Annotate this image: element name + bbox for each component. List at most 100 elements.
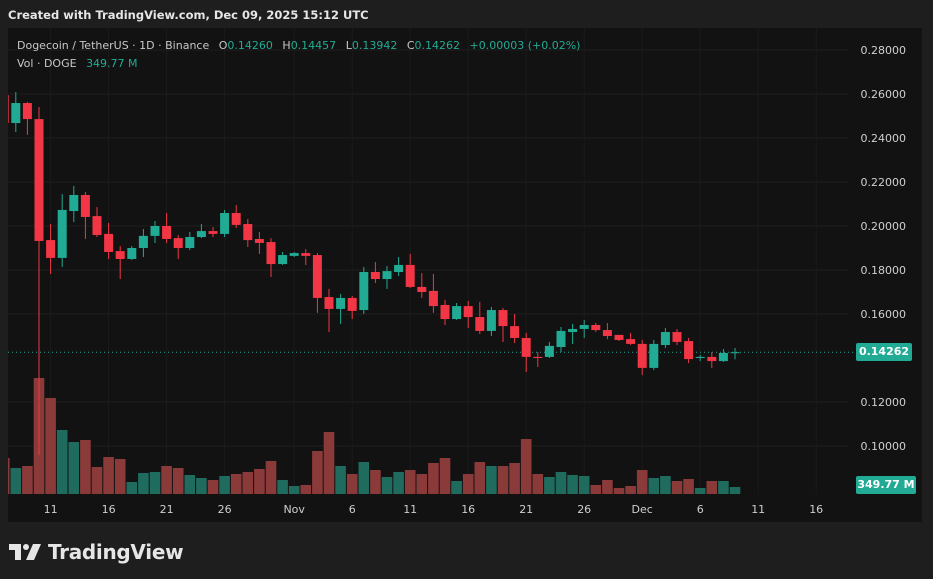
- candle-body: [150, 226, 160, 236]
- candle-body: [382, 271, 392, 280]
- candle-body: [591, 325, 601, 331]
- volume-bar: [555, 472, 567, 494]
- volume-bar: [138, 473, 149, 494]
- volume-bar: [625, 486, 636, 494]
- candle-body: [452, 306, 462, 320]
- volume-bar: [486, 466, 497, 494]
- legend-ohlc-row: Dogecoin / TetherUS · 1D · Binance O0.14…: [17, 37, 580, 55]
- candle-body: [208, 231, 218, 234]
- candle-body: [626, 339, 636, 344]
- high-value: 0.14457: [290, 39, 337, 52]
- candle-body: [684, 341, 694, 360]
- candle-body: [718, 352, 728, 362]
- candle-body: [579, 325, 589, 329]
- volume-bar: [718, 481, 729, 494]
- candle-body: [614, 334, 624, 340]
- volume-bar: [520, 439, 532, 494]
- grid: [8, 28, 856, 494]
- volume-bar: [196, 478, 207, 494]
- price-tick-label: 0.22000: [861, 176, 907, 189]
- volume-bar: [602, 480, 613, 494]
- volume-bar: [277, 480, 288, 494]
- volume-bar: [590, 485, 602, 494]
- candle-body: [254, 238, 264, 243]
- volume-bar: [22, 466, 33, 494]
- volume-bar: [219, 476, 230, 494]
- volume-bar: [532, 474, 544, 494]
- volume-bars: [8, 378, 741, 494]
- candle-body: [370, 271, 380, 280]
- candle-body: [196, 231, 206, 237]
- volume-bar: [80, 440, 91, 494]
- volume-bar: [346, 474, 358, 494]
- candle-body: [405, 264, 415, 287]
- time-tick-label: 21: [160, 503, 174, 516]
- volume-bar: [416, 474, 428, 494]
- chart-panel[interactable]: [8, 28, 922, 522]
- volume-bar: [439, 458, 451, 494]
- low-label: L: [345, 39, 352, 52]
- volume-label[interactable]: Vol · DOGE: [17, 57, 77, 70]
- price-tick-label: 0.18000: [861, 264, 907, 277]
- low-value: 0.13942: [351, 39, 398, 52]
- candle-body: [324, 297, 334, 309]
- volume-bar: [184, 475, 196, 494]
- volume-bar: [300, 485, 312, 494]
- volume-bar: [172, 468, 184, 494]
- volume-bar: [10, 468, 22, 494]
- candle-body: [695, 356, 705, 358]
- candle-body: [289, 253, 299, 256]
- time-tick-label: 21: [519, 503, 533, 516]
- candle-body: [173, 238, 183, 248]
- open-value: 0.14260: [227, 39, 273, 52]
- volume-bar: [706, 481, 718, 494]
- volume-bar: [729, 487, 741, 494]
- volume-bar: [544, 477, 555, 494]
- candle-body: [185, 237, 195, 248]
- time-tick-label: Nov: [283, 503, 305, 516]
- candle-body: [394, 264, 404, 272]
- candle-body: [22, 103, 32, 120]
- volume-bar: [451, 481, 462, 494]
- symbol-title[interactable]: Dogecoin / TetherUS · 1D · Binance: [17, 39, 210, 52]
- candle-body: [312, 255, 322, 298]
- candle-body: [80, 194, 90, 217]
- candle-body: [660, 332, 670, 346]
- candles: [8, 92, 740, 456]
- volume-bar: [91, 467, 103, 494]
- volume-bar: [613, 488, 625, 494]
- volume-bar: [474, 462, 486, 494]
- candle-body: [278, 255, 288, 265]
- time-tick-label: 6: [697, 503, 704, 516]
- current-price-tag: 0.14262: [856, 343, 912, 361]
- volume-bar: [45, 398, 56, 494]
- price-tick-label: 0.28000: [861, 44, 907, 57]
- volume-bar: [497, 466, 509, 494]
- time-tick-label: 11: [751, 503, 765, 516]
- candle-body: [533, 356, 543, 358]
- volume-bar: [242, 472, 254, 494]
- current-volume-tag: 349.77 M: [856, 476, 916, 494]
- brand-name: TradingView: [48, 540, 184, 564]
- candle-body: [672, 332, 682, 342]
- candle-body: [707, 356, 717, 362]
- candle-body: [440, 304, 450, 320]
- volume-bar: [254, 469, 265, 494]
- candle-body: [359, 271, 369, 311]
- time-tick-label: 16: [102, 503, 116, 516]
- volume-bar: [660, 476, 671, 494]
- price-tick-label: 0.26000: [861, 88, 907, 101]
- candle-body: [556, 330, 566, 347]
- time-tick-label: 11: [403, 503, 417, 516]
- time-axis: 11 16 21 26 Nov 6 11 16 21 26 Dec 6 11 16: [44, 503, 824, 516]
- volume-bar: [370, 470, 381, 494]
- candle-body: [521, 337, 531, 357]
- time-tick-label: 11: [44, 503, 58, 516]
- tradingview-logo: TradingView: [9, 540, 184, 564]
- candle-body: [266, 242, 276, 265]
- volume-bar: [149, 472, 161, 494]
- open-label: O: [218, 39, 228, 52]
- time-tick-label: 26: [577, 503, 591, 516]
- price-tick-label: 0.24000: [861, 132, 907, 145]
